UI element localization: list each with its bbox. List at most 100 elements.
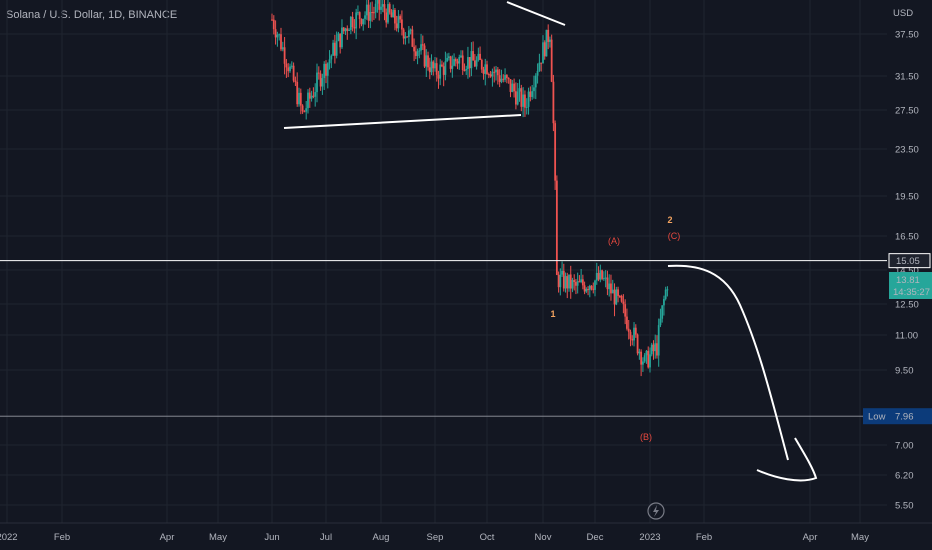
candle-body	[281, 47, 284, 50]
candle-body	[547, 29, 550, 42]
candle-body	[504, 75, 506, 80]
candle-body	[316, 72, 318, 93]
candle-body	[516, 91, 519, 105]
candle-body	[550, 39, 553, 82]
candle-body	[640, 351, 643, 365]
wave-label: 2	[667, 215, 672, 225]
candle-body	[534, 75, 537, 88]
candle-body	[652, 344, 655, 352]
candle-body	[631, 338, 634, 341]
candle-body	[622, 301, 625, 305]
candle-body	[367, 4, 370, 21]
candle-body	[606, 277, 609, 290]
low-marker-label: Low	[868, 412, 886, 423]
candle-body	[397, 16, 400, 29]
candle-body	[378, 0, 381, 10]
candle-body	[441, 64, 443, 67]
candle-body	[581, 279, 584, 286]
candle-body	[447, 56, 450, 58]
candle-body	[374, 3, 377, 13]
candle-body	[360, 19, 363, 25]
candle-body	[477, 53, 480, 61]
candle-body	[549, 39, 551, 42]
candle-body	[576, 281, 579, 286]
candle-body	[493, 71, 496, 73]
candle-body	[319, 73, 322, 87]
candle-body	[328, 59, 331, 64]
candle-body	[473, 60, 476, 67]
candle-body	[559, 274, 562, 288]
candle-body	[511, 83, 514, 92]
candle-body	[661, 305, 664, 319]
candle-body	[314, 92, 317, 97]
candle-body	[610, 283, 612, 294]
candle-body	[543, 42, 546, 57]
candle-body	[496, 69, 499, 76]
candle-body	[666, 289, 669, 291]
candle-body	[557, 274, 560, 288]
candle-body	[620, 295, 623, 302]
time-tick-label: Apr	[803, 532, 818, 543]
price-tick-label: 12.50	[895, 300, 919, 311]
candle-body	[325, 63, 327, 76]
candle-body	[595, 272, 598, 281]
candle-body	[599, 270, 602, 280]
candlestick-series	[271, 0, 669, 377]
candle-body	[594, 280, 596, 290]
candle-body	[330, 55, 333, 60]
candle-body	[529, 91, 532, 97]
candle-body	[428, 67, 431, 73]
current-price-badge	[889, 272, 932, 299]
candle-body	[552, 81, 555, 124]
candle-body	[285, 63, 288, 68]
candle-body	[399, 16, 402, 20]
candle-body	[418, 50, 421, 52]
candle-body	[601, 270, 603, 279]
candle-body	[387, 4, 389, 23]
candle-body	[308, 92, 311, 99]
candle-body	[392, 9, 395, 18]
candle-body	[636, 334, 639, 354]
support-trendline	[283, 114, 522, 129]
candle-body	[542, 42, 544, 64]
time-tick-label: 2023	[639, 532, 660, 543]
candle-body	[647, 350, 650, 368]
candle-body	[427, 55, 429, 68]
candle-body	[364, 15, 366, 19]
candle-body	[333, 42, 336, 56]
candle-body	[491, 71, 494, 77]
candle-body	[385, 12, 388, 23]
candle-body	[545, 29, 548, 57]
candle-body	[274, 29, 277, 38]
candle-body	[645, 350, 648, 356]
candle-body	[479, 53, 481, 60]
candle-body	[482, 69, 485, 74]
candle-body	[321, 78, 324, 87]
candle-body	[569, 274, 572, 289]
candle-body	[657, 325, 660, 356]
candle-body	[299, 92, 302, 106]
candle-body	[465, 69, 468, 71]
candle-body	[562, 270, 565, 289]
candle-body	[487, 74, 490, 76]
candle-body	[522, 94, 525, 107]
candle-body	[401, 19, 403, 30]
price-tick-label: 23.50	[895, 145, 919, 156]
candle-body	[592, 288, 595, 290]
candle-body	[348, 29, 350, 31]
price-tick-label: 6.20	[895, 471, 914, 482]
candle-body	[332, 42, 334, 56]
candle-body	[659, 318, 662, 326]
candle-body	[409, 29, 412, 31]
candle-body	[411, 29, 414, 47]
candle-body	[390, 12, 393, 18]
candle-body	[486, 64, 488, 75]
candle-body	[489, 74, 492, 77]
candle-body	[376, 0, 379, 4]
time-tick-label: Nov	[535, 532, 552, 543]
candle-body	[337, 33, 340, 41]
candle-body	[509, 79, 512, 92]
candle-body	[498, 75, 501, 82]
candle-body	[373, 12, 375, 14]
